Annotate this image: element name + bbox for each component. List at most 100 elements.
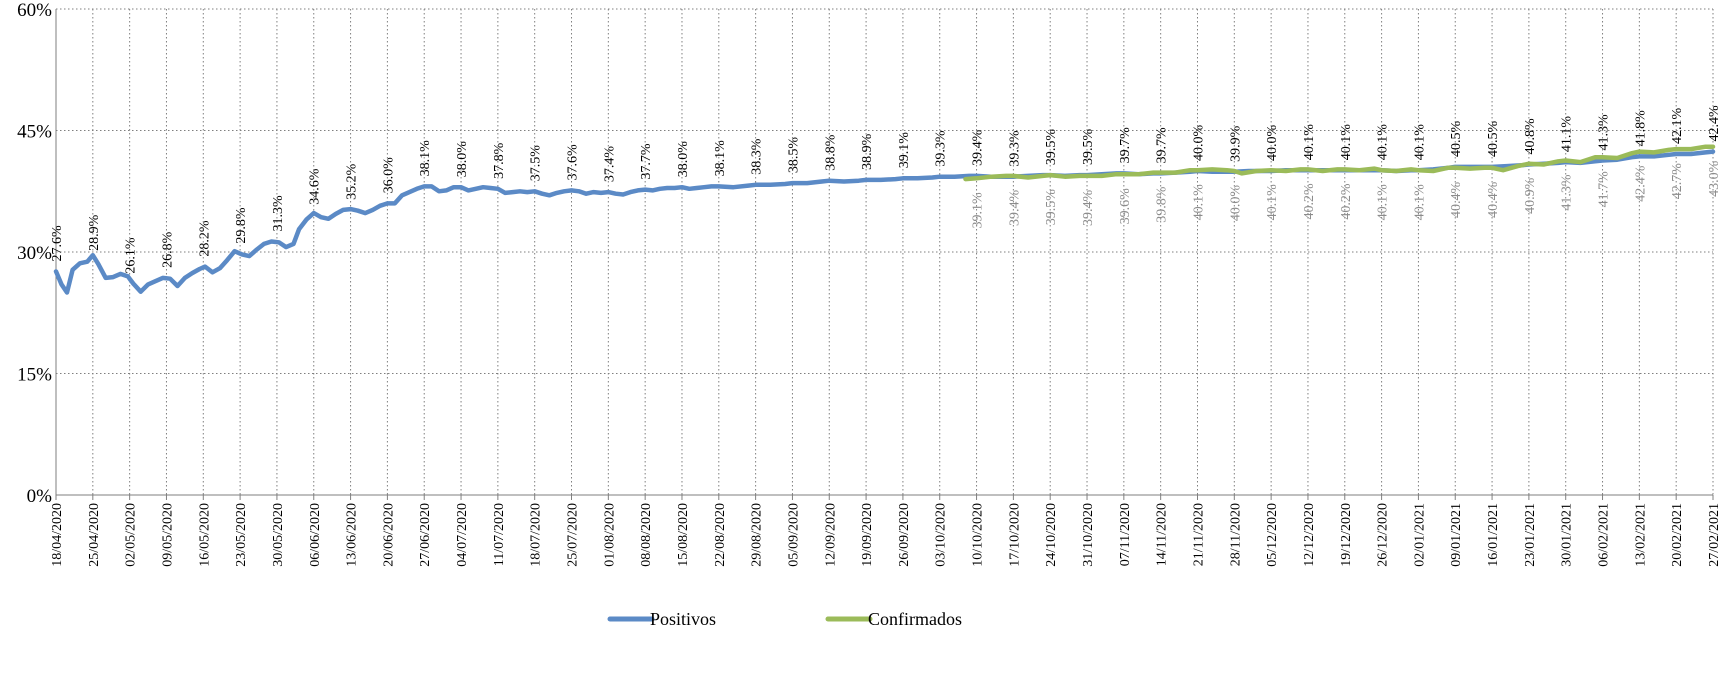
- data-label-positivos: 38.1%: [713, 140, 728, 177]
- x-tick-label: 26/09/2020: [897, 503, 912, 567]
- data-label-confirmados: 40.4%: [1449, 181, 1464, 218]
- data-label-positivos: 29.8%: [234, 207, 249, 244]
- x-tick-label: 05/12/2020: [1265, 503, 1280, 567]
- data-label-confirmados: 39.5%: [1044, 189, 1059, 226]
- data-label-confirmados: 39.6%: [1118, 188, 1133, 225]
- data-label-positivos: 40.0%: [1265, 125, 1280, 162]
- x-tick-label: 04/07/2020: [455, 503, 470, 567]
- x-tick-label: 01/08/2020: [602, 503, 617, 567]
- data-label-confirmados: 40.2%: [1339, 183, 1354, 220]
- x-tick-label: 24/10/2020: [1044, 503, 1059, 567]
- x-tick-label: 19/09/2020: [860, 503, 875, 567]
- data-label-positivos: 37.8%: [492, 142, 507, 179]
- data-label-confirmados: 43.0%: [1707, 160, 1719, 197]
- x-tick-label: 03/10/2020: [934, 503, 949, 567]
- data-labels: 27.6% 28.9% 26.1% 26.8% 28.2% 29.8% 31.3% 34.6%…: [50, 105, 1719, 274]
- data-label-positivos: 39.7%: [1155, 127, 1170, 164]
- data-label-positivos: 39.1%: [897, 132, 912, 169]
- x-tick-label: 19/12/2020: [1339, 503, 1354, 567]
- data-label-positivos: 40.1%: [1302, 124, 1317, 161]
- x-tick-label: 25/07/2020: [566, 503, 581, 567]
- data-label-positivos: 39.9%: [1228, 125, 1243, 162]
- series-lines: [53, 144, 1716, 295]
- data-label-confirmados: 40.1%: [1191, 184, 1206, 221]
- data-label-confirmados: 40.1%: [1412, 184, 1427, 221]
- series-line-positivos: [53, 149, 1716, 295]
- x-tick-label: 16/05/2020: [197, 503, 212, 567]
- data-label-positivos: 28.2%: [197, 220, 212, 257]
- data-label-positivos: 38.1%: [418, 140, 433, 177]
- data-label-positivos: 40.1%: [1339, 124, 1354, 161]
- data-label-positivos: 40.8%: [1523, 118, 1538, 155]
- data-label-positivos: 41.1%: [1560, 116, 1575, 153]
- gridlines: [55, 8, 1714, 500]
- x-tick-label: 21/11/2020: [1191, 503, 1206, 566]
- x-tick-label: 09/05/2020: [160, 503, 175, 567]
- data-label-confirmados: 39.4%: [1081, 190, 1096, 227]
- data-label-positivos: 28.9%: [87, 214, 102, 251]
- y-tick-label: 45%: [17, 122, 52, 143]
- x-tick-label: 13/02/2021: [1633, 503, 1648, 567]
- x-tick-label: 12/12/2020: [1302, 503, 1317, 567]
- x-tick-label: 28/11/2020: [1228, 503, 1243, 566]
- data-label-positivos: 42.4%: [1707, 105, 1719, 142]
- data-label-positivos: 40.1%: [1376, 124, 1391, 161]
- data-label-positivos: 40.0%: [1191, 125, 1206, 162]
- data-label-confirmados: 39.8%: [1155, 186, 1170, 223]
- x-tick-label: 08/08/2020: [639, 503, 654, 567]
- x-tick-label: 02/01/2021: [1412, 503, 1427, 567]
- data-label-confirmados: 40.9%: [1523, 177, 1538, 214]
- data-label-positivos: 38.0%: [455, 141, 470, 178]
- data-label-positivos: 38.5%: [786, 137, 801, 174]
- x-tick-label: 23/05/2020: [234, 503, 249, 567]
- legend-label-confirmados: Confirmados: [868, 609, 962, 629]
- x-tick-label: 17/10/2020: [1007, 503, 1022, 567]
- x-tick-label: 30/01/2021: [1560, 503, 1575, 567]
- data-label-confirmados: 41.3%: [1560, 174, 1575, 211]
- x-tick-label: 12/09/2020: [823, 503, 838, 567]
- data-label-positivos: 39.4%: [971, 129, 986, 166]
- series-line-confirmados: [963, 144, 1716, 182]
- y-tick-label: 60%: [17, 0, 52, 21]
- data-label-positivos: 34.6%: [308, 168, 323, 205]
- data-label-positivos: 37.6%: [566, 144, 581, 181]
- x-tick-label: 29/08/2020: [750, 503, 765, 567]
- y-tick-label: 0%: [27, 486, 53, 507]
- data-label-positivos: 39.5%: [1044, 129, 1059, 166]
- data-label-positivos: 39.3%: [934, 130, 949, 167]
- x-tick-label: 06/02/2021: [1597, 503, 1612, 567]
- data-label-positivos: 37.7%: [639, 143, 654, 180]
- x-tick-label: 16/01/2021: [1486, 503, 1501, 567]
- data-label-positivos: 35.2%: [345, 163, 360, 200]
- data-label-positivos: 40.5%: [1486, 120, 1501, 157]
- x-tick-label: 26/12/2020: [1376, 503, 1391, 567]
- x-tick-label: 15/08/2020: [676, 503, 691, 567]
- y-tick-label: 15%: [17, 365, 52, 386]
- data-label-positivos: 42.1%: [1670, 107, 1685, 144]
- legend-label-positivos: Positivos: [650, 609, 716, 629]
- x-tick-label: 06/06/2020: [308, 503, 323, 567]
- data-label-positivos: 31.3%: [271, 195, 286, 232]
- data-label-confirmados: 40.2%: [1302, 183, 1317, 220]
- data-label-positivos: 37.4%: [602, 146, 617, 183]
- y-axis-ticks: 0% 15% 30% 45% 60%: [17, 0, 52, 507]
- x-tick-label: 20/02/2021: [1670, 503, 1685, 567]
- x-tick-label: 02/05/2020: [124, 503, 139, 567]
- x-tick-label: 27/02/2021: [1707, 503, 1719, 567]
- data-label-positivos: 39.5%: [1081, 129, 1096, 166]
- data-label-confirmados: 39.4%: [1007, 190, 1022, 227]
- data-label-confirmados: 40.0%: [1228, 185, 1243, 222]
- x-tick-label: 07/11/2020: [1118, 503, 1133, 566]
- x-tick-label: 23/01/2021: [1523, 503, 1538, 567]
- x-tick-label: 27/06/2020: [418, 503, 433, 567]
- y-tick-label: 30%: [17, 243, 52, 264]
- x-tick-label: 09/01/2021: [1449, 503, 1464, 567]
- data-label-positivos: 39.3%: [1007, 130, 1022, 167]
- data-label-positivos: 26.1%: [124, 237, 139, 274]
- data-label-positivos: 38.3%: [750, 138, 765, 175]
- data-label-confirmados: 41.7%: [1597, 171, 1612, 208]
- data-label-confirmados: 42.7%: [1670, 163, 1685, 200]
- x-tick-label: 30/05/2020: [271, 503, 286, 567]
- x-tick-label: 11/07/2020: [492, 503, 507, 566]
- x-tick-label: 05/09/2020: [786, 503, 801, 567]
